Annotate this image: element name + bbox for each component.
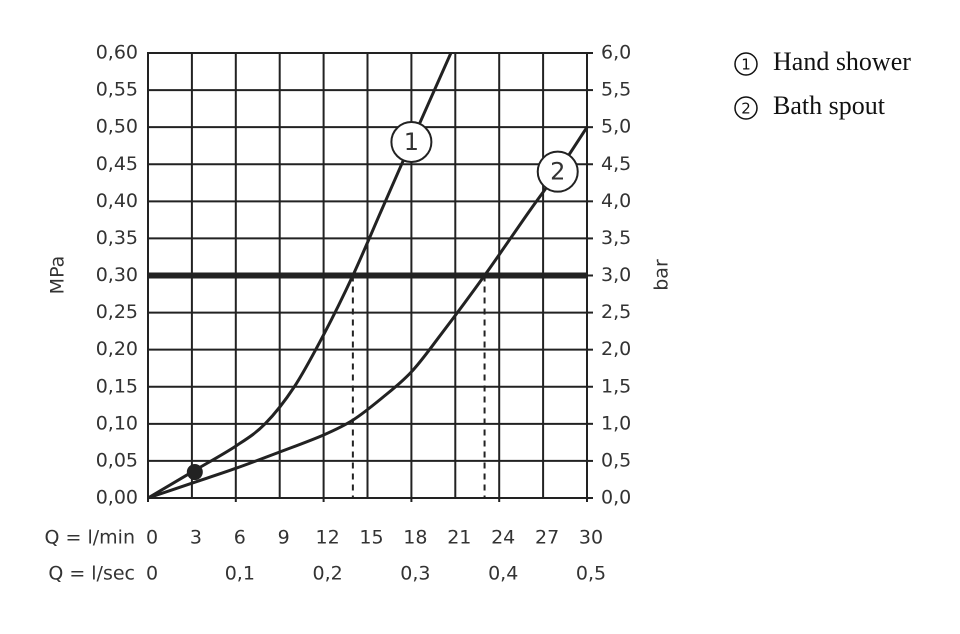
x-tick-label: 3	[190, 527, 202, 549]
curve-marker-label: 2	[550, 158, 565, 186]
x-tick-label: 15	[359, 527, 383, 549]
y-tick-label: 0,45	[96, 153, 138, 175]
x-tick-label: 6	[234, 527, 246, 549]
legend-marker	[734, 52, 758, 76]
x2-tick-label: 0,2	[312, 563, 342, 585]
x2-tick-label: 0,3	[400, 563, 430, 585]
x2-tick-label: 0,1	[225, 563, 255, 585]
x-tick-label: 12	[316, 527, 340, 549]
x-tick-label: 27	[535, 527, 559, 549]
y-tick-label: 0,50	[96, 116, 138, 138]
curve-marker	[390, 121, 433, 163]
x2-tick-label: 0,5	[576, 563, 606, 585]
y2-tick-label: 3,5	[601, 227, 631, 249]
y2-tick-label: 4,5	[601, 153, 631, 175]
x-tick-label: 18	[403, 527, 427, 549]
y2-tick-label: 1,0	[601, 412, 631, 434]
y-tick-label: 0,00	[96, 487, 138, 509]
y-tick-label: 0,20	[96, 338, 138, 360]
y2-tick-label: 0,0	[601, 487, 631, 509]
y2-tick-label: 2,5	[601, 301, 631, 323]
x2-tick-label: 0	[146, 563, 158, 585]
y2-tick-label: 4,0	[601, 190, 631, 212]
series-line	[147, 52, 453, 500]
legend-label: Bath spout	[773, 91, 886, 120]
x2-tick-label: 0,4	[488, 563, 518, 585]
y2-tick-label: 5,5	[601, 79, 631, 101]
x-tick-label: 0	[146, 527, 158, 549]
x2-axis-label: Q = l/sec	[48, 563, 135, 585]
y2-tick-label: 2,0	[601, 338, 631, 360]
y2-tick-label: 1,5	[601, 375, 631, 397]
y-tick-label: 0,25	[96, 301, 138, 323]
x-tick-label: 24	[491, 527, 515, 549]
y2-tick-label: 5,0	[601, 116, 631, 138]
legend-label: Hand shower	[773, 47, 911, 76]
legend-marker-label: 1	[741, 56, 751, 74]
legend-marker	[734, 96, 758, 120]
y-axis-label: MPa	[47, 256, 69, 295]
y-tick-label: 0,15	[96, 375, 138, 397]
x-axis-label: Q = l/min	[45, 527, 135, 549]
curve-marker-label: 1	[404, 128, 419, 156]
curve-marker	[536, 150, 579, 193]
y-tick-label: 0,10	[96, 412, 138, 434]
y2-axis-label: bar	[651, 259, 673, 291]
x-tick-label: 9	[278, 527, 290, 549]
y-tick-label: 0,05	[96, 449, 138, 471]
y-tick-label: 0,40	[96, 190, 138, 212]
y-tick-label: 0,60	[96, 42, 138, 64]
y-tick-label: 0,30	[96, 264, 138, 286]
y2-tick-label: 3,0	[601, 264, 631, 286]
x-tick-label: 30	[579, 527, 603, 549]
y-tick-label: 0,35	[96, 227, 138, 249]
legend-marker-label: 2	[741, 100, 751, 118]
plot-frame	[147, 52, 588, 499]
operating-point	[186, 464, 203, 481]
x-tick-label: 21	[447, 527, 471, 549]
y2-tick-label: 0,5	[601, 449, 631, 471]
series-line	[147, 126, 589, 500]
y2-tick-label: 6,0	[601, 42, 631, 64]
y-tick-label: 0,55	[96, 79, 138, 101]
